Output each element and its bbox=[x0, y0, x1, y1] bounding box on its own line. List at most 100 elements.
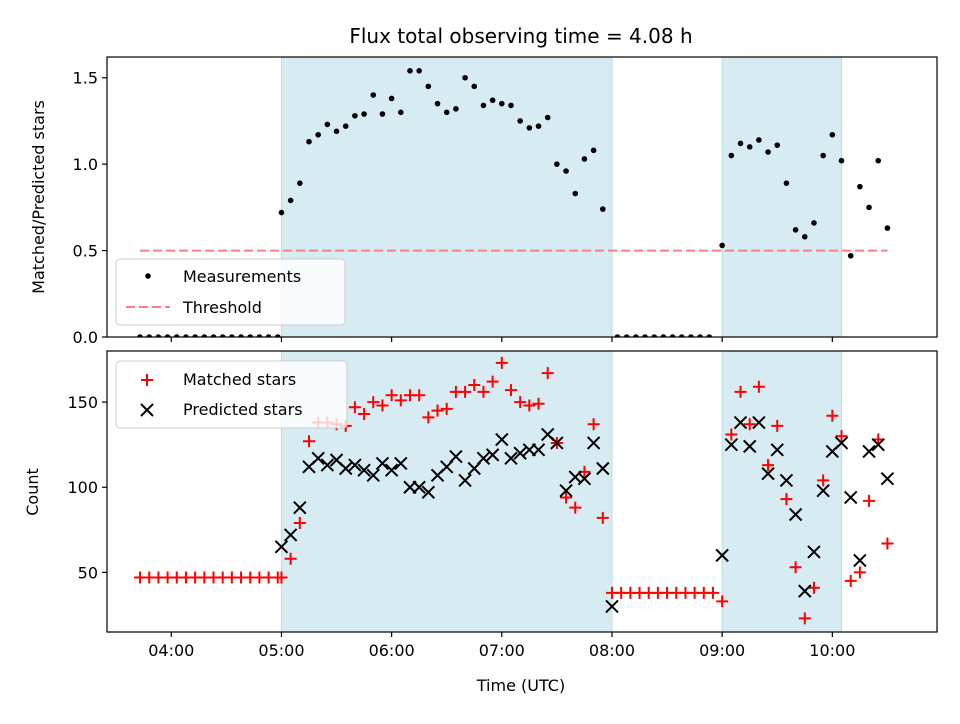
data-point bbox=[660, 334, 667, 337]
y-tick-label: 1.0 bbox=[73, 155, 98, 174]
data-point bbox=[590, 147, 597, 154]
data-point bbox=[342, 123, 349, 129]
legend-marker-matched bbox=[141, 374, 153, 386]
data-point bbox=[733, 415, 748, 430]
data-point bbox=[866, 204, 872, 211]
data-point bbox=[384, 463, 399, 477]
legend-marker-predicted bbox=[140, 403, 154, 417]
data-point bbox=[811, 220, 817, 226]
data-point bbox=[440, 402, 453, 415]
x-tick-label: 06:00 bbox=[369, 641, 415, 660]
data-point bbox=[862, 444, 876, 459]
data-point bbox=[407, 68, 413, 74]
data-point bbox=[256, 334, 263, 337]
chart-title: Flux total observing time = 4.08 h bbox=[349, 24, 692, 48]
data-point bbox=[348, 401, 361, 414]
data-point bbox=[283, 528, 298, 542]
data-point bbox=[459, 385, 472, 398]
data-point bbox=[302, 435, 315, 448]
data-point bbox=[293, 500, 307, 515]
data-point bbox=[734, 385, 747, 398]
data-point bbox=[834, 436, 849, 450]
data-point bbox=[361, 111, 367, 117]
top-panel: 0.0 0.5 1.0 1.5 Measurements Threshold bbox=[73, 56, 938, 347]
data-point bbox=[697, 334, 703, 337]
x-tick-label: 04:00 bbox=[148, 641, 194, 660]
data-point bbox=[752, 380, 765, 393]
legend-label-measurements: Measurements bbox=[183, 267, 301, 286]
data-point bbox=[779, 473, 794, 488]
data-point bbox=[857, 183, 863, 190]
data-point bbox=[820, 152, 826, 159]
data-point bbox=[725, 428, 738, 441]
data-point bbox=[792, 227, 799, 233]
data-point bbox=[807, 581, 820, 594]
data-point bbox=[477, 385, 490, 398]
data-point bbox=[495, 356, 508, 369]
bottom-panel: 04:00 05:00 06:00 07:00 08:00 09:00 10:00 50 100… bbox=[67, 350, 938, 660]
data-point bbox=[137, 334, 143, 337]
data-point bbox=[526, 125, 533, 131]
data-point bbox=[388, 95, 395, 102]
data-point bbox=[724, 437, 739, 452]
data-point bbox=[394, 456, 408, 471]
data-point bbox=[155, 334, 162, 337]
data-point bbox=[315, 131, 321, 138]
data-point bbox=[513, 446, 527, 460]
axes-frame bbox=[106, 56, 938, 338]
data-point bbox=[798, 612, 811, 625]
data-point bbox=[413, 389, 426, 402]
data-point bbox=[274, 334, 281, 337]
data-point bbox=[844, 574, 857, 587]
data-point bbox=[550, 436, 564, 450]
data-point bbox=[532, 397, 545, 410]
data-point bbox=[554, 161, 560, 167]
data-point bbox=[449, 449, 463, 464]
data-point bbox=[801, 233, 808, 240]
data-point bbox=[599, 206, 606, 212]
data-point bbox=[504, 384, 517, 397]
y-tick-label: 150 bbox=[67, 393, 98, 412]
data-point bbox=[357, 463, 371, 477]
data-point bbox=[431, 404, 444, 417]
legend-bottom: Matched stars Predicted stars bbox=[115, 360, 348, 429]
data-point bbox=[756, 137, 762, 143]
data-point bbox=[742, 439, 757, 454]
series-predicted-stars bbox=[274, 415, 895, 614]
data-point bbox=[531, 443, 546, 457]
data-point bbox=[771, 419, 784, 432]
data-point bbox=[376, 399, 389, 412]
legend-box bbox=[115, 360, 348, 429]
data-point bbox=[468, 379, 481, 392]
data-point bbox=[379, 111, 386, 117]
data-point bbox=[843, 490, 858, 505]
data-point bbox=[762, 459, 775, 472]
data-point bbox=[633, 334, 639, 337]
x-axis-label: Time (UTC) bbox=[476, 676, 565, 695]
data-point bbox=[443, 109, 450, 116]
data-point bbox=[774, 142, 781, 148]
data-point bbox=[678, 334, 685, 337]
data-point bbox=[651, 334, 658, 337]
data-point bbox=[486, 375, 499, 388]
legend-marker-measurements bbox=[145, 273, 151, 279]
data-point bbox=[278, 209, 285, 216]
data-point bbox=[587, 418, 600, 431]
data-point bbox=[523, 399, 536, 412]
data-point bbox=[586, 436, 601, 450]
data-point bbox=[293, 517, 306, 530]
data-point bbox=[462, 74, 468, 81]
data-point bbox=[838, 157, 845, 164]
data-point bbox=[210, 334, 217, 337]
data-point bbox=[614, 334, 621, 337]
data-point bbox=[541, 367, 554, 380]
data-point bbox=[367, 396, 380, 409]
data-point bbox=[853, 553, 867, 568]
series-matched-stars bbox=[134, 356, 894, 625]
data-point bbox=[569, 501, 582, 514]
data-point bbox=[829, 131, 836, 138]
legend-label-matched: Matched stars bbox=[183, 370, 296, 389]
data-point bbox=[719, 242, 725, 249]
data-point bbox=[737, 140, 744, 147]
